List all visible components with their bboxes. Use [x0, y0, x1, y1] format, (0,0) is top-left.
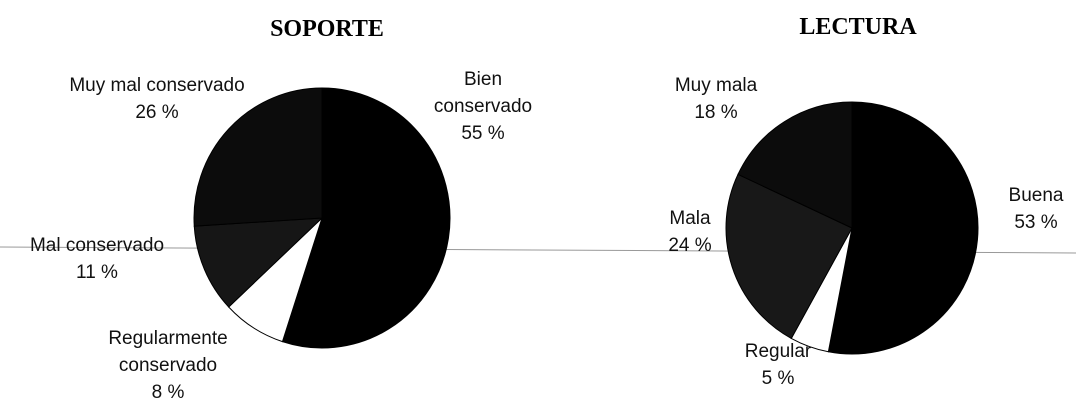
slice-name: Mala	[669, 208, 711, 229]
slice-name: Mal conservado	[29, 235, 165, 256]
pie-slice	[281, 87, 451, 349]
slice-label: Regularmente conservado 8 %	[93, 325, 243, 406]
slice-label: Muy mal conservado 26 %	[32, 72, 282, 126]
slice-name: Buena	[1008, 185, 1064, 206]
slice-label: Muy mala 18 %	[656, 72, 776, 126]
chart-title: SOPORTE	[270, 16, 384, 42]
slice-label: Mala 24 %	[660, 205, 720, 259]
slice-value: 8 %	[151, 382, 185, 403]
slice-name: Bien conservado	[433, 69, 533, 117]
slice-label: Bien conservado 55 %	[413, 66, 553, 147]
slice-name: Regularmente conservado	[108, 328, 228, 376]
slice-name: Muy mala	[674, 75, 758, 96]
slice-label: Regular 5 %	[728, 338, 828, 392]
slice-value: 24 %	[668, 235, 712, 256]
pie-slice	[827, 101, 979, 355]
pie-slice	[737, 101, 853, 229]
slice-name: Regular	[744, 341, 812, 362]
pie-slice	[193, 217, 324, 308]
pie-slice	[193, 87, 323, 227]
chart-title: LECTURA	[799, 14, 917, 40]
slice-value: 18 %	[694, 102, 738, 123]
slice-label: Buena 53 %	[986, 182, 1076, 236]
slice-label: Mal conservado 11 %	[0, 232, 197, 286]
slice-value: 53 %	[1014, 212, 1058, 233]
slice-value: 11 %	[76, 262, 118, 283]
slice-value: 26 %	[135, 102, 179, 123]
slice-value: 55 %	[461, 123, 505, 144]
slice-name: Muy mal conservado	[69, 75, 245, 96]
slice-value: 5 %	[761, 368, 795, 389]
pie-slice	[725, 173, 853, 340]
